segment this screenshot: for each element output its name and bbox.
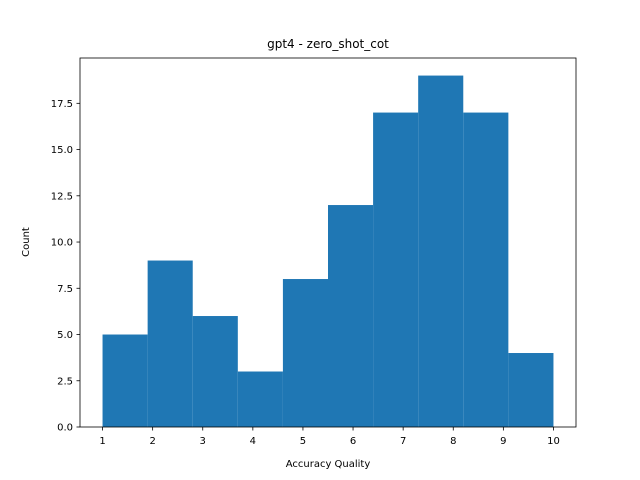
y-tick-label: 17.5 [51,99,73,110]
x-axis-ticks: 1 2 3 4 5 6 7 8 9 10 [99,427,560,447]
histogram-bar-2 [147,260,193,427]
x-tick-label: 8 [450,436,456,447]
histogram-bar-7 [373,112,419,428]
histogram-bar-3 [192,316,238,427]
histogram-bar-5 [282,279,328,427]
histogram-bar-4 [237,371,283,427]
y-tick-label: 10.0 [51,238,73,249]
bars-group [102,75,554,428]
x-tick-label: 2 [149,436,155,447]
y-tick-label: 12.5 [51,191,73,202]
y-tick-label: 7.5 [57,284,73,295]
plot-frame [79,57,577,428]
x-tick-label: 7 [400,436,406,447]
x-tick-label: 1 [99,436,105,447]
y-axis-label: Count [21,227,32,257]
x-axis-label: Accuracy Quality [286,459,371,470]
histogram-bar-10 [508,353,554,427]
x-tick-label: 10 [547,436,560,447]
x-tick-label: 3 [200,436,206,447]
chart-title: gpt4 - zero_shot_cot [267,37,389,51]
y-axis-ticks: 0.0 2.5 5.0 7.5 10.0 12.5 15.0 17.5 [51,99,80,434]
y-tick-label: 5.0 [57,330,73,341]
x-tick-label: 9 [500,436,506,447]
x-tick-label: 4 [250,436,256,447]
x-tick-label: 5 [300,436,306,447]
histogram-bar-8 [418,75,464,428]
y-tick-label: 0.0 [57,423,73,434]
y-tick-label: 15.0 [51,145,73,156]
histogram-bar-6 [328,205,374,427]
histogram-bar-1 [102,334,148,427]
x-tick-label: 6 [350,436,356,447]
histogram-bar-9 [463,112,509,428]
y-tick-label: 2.5 [57,376,73,387]
